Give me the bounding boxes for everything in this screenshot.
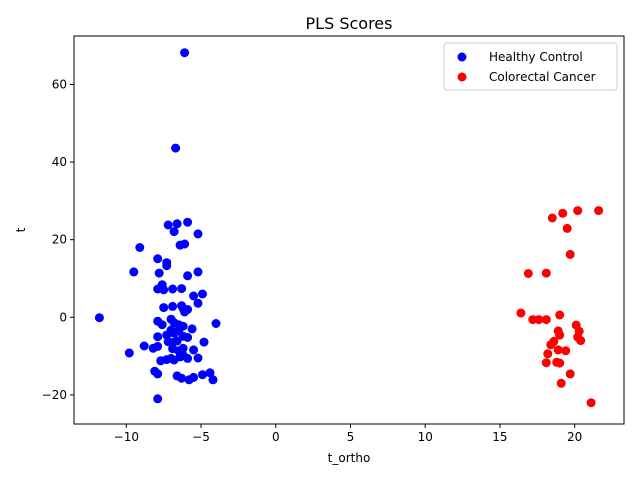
healthy-control-point-66 [193,353,203,363]
y-axis-ticks: −20 0 20 40 60 [42,78,74,402]
healthy-control-point-29 [180,307,190,317]
colorectal-cancer-point-4 [562,223,572,233]
colorectal-cancer-point-16 [576,336,586,346]
x-tick-label: 10 [418,430,433,444]
x-tick-label: 20 [567,430,582,444]
colorectal-cancer-point-3 [547,213,557,223]
legend-label-healthy-control: Healthy Control [489,50,583,64]
y-tick-label: −20 [42,388,67,402]
colorectal-cancer-point-11 [534,315,544,325]
healthy-control-point-46 [183,333,193,342]
colorectal-cancer-point-24 [541,358,551,368]
healthy-control-point-16 [193,267,203,277]
healthy-control-point-30 [193,298,203,308]
x-tick-label: −10 [114,430,139,444]
colorectal-cancer-point-27 [565,369,575,379]
healthy-control-point-55 [178,343,188,353]
healthy-control-point-12 [162,261,172,271]
x-tick-label: 0 [272,430,280,444]
healthy-control-point-75 [208,375,218,385]
healthy-control-point-52 [153,341,163,351]
healthy-control-point-23 [198,289,207,299]
y-axis-label: t [14,227,28,232]
legend-label-colorectal-cancer: Colorectal Cancer [489,70,596,84]
healthy-control-point-14 [154,268,164,278]
healthy-control-point-56 [199,337,209,347]
healthy-control-point-70 [177,373,187,383]
healthy-control-point-57 [124,348,134,358]
healthy-control-point-38 [187,324,197,334]
y-tick-label: 20 [52,233,67,247]
x-axis-label: t_ortho [328,451,371,465]
healthy-control-point-6 [193,229,203,239]
y-tick-label: 40 [52,155,67,169]
healthy-control-point-9 [135,243,145,252]
healthy-control-point-22 [189,291,199,301]
legend-marker-colorectal-cancer [457,72,467,82]
healthy-control-point-72 [189,372,199,382]
healthy-control-point-33 [157,320,167,330]
colorectal-cancer-point-22 [561,346,571,356]
colorectal-cancer-point-2 [558,208,568,218]
healthy-control-point-8 [180,239,190,249]
scatter-points [94,48,604,408]
healthy-control-point-40 [153,332,163,342]
colorectal-cancer-point-5 [565,249,575,259]
healthy-control-point-31 [94,313,104,323]
healthy-control-point-76 [153,394,163,404]
colorectal-cancer-point-20 [546,340,556,350]
colorectal-cancer-point-0 [594,206,604,216]
legend-marker-healthy-control [457,52,467,62]
healthy-control-point-68 [153,369,163,379]
healthy-control-point-2 [163,220,173,230]
legend: Healthy Control Colorectal Cancer [443,42,618,91]
healthy-control-point-64 [183,353,193,363]
healthy-control-point-4 [183,217,193,227]
healthy-control-point-73 [198,370,207,380]
colorectal-cancer-point-23 [543,349,553,359]
colorectal-cancer-point-7 [541,268,551,278]
colorectal-cancer-point-6 [523,269,533,278]
colorectal-cancer-point-26 [555,358,565,368]
colorectal-cancer-point-8 [516,308,526,318]
healthy-control-point-24 [159,303,169,313]
colorectal-cancer-point-9 [555,310,565,320]
healthy-control-point-74 [205,368,215,378]
colorectal-cancer-point-18 [555,330,565,340]
colorectal-cancer-point-28 [556,378,566,388]
healthy-control-point-3 [172,219,182,229]
x-tick-label: −5 [192,430,210,444]
x-axis-ticks: −10 −5 0 5 10 15 20 [114,424,582,444]
healthy-control-point-65 [189,345,199,355]
healthy-control-point-1 [171,143,181,153]
legend-box [443,42,618,91]
colorectal-cancer-point-12 [541,315,551,325]
healthy-control-point-5 [169,227,179,237]
y-tick-label: 60 [52,78,67,92]
y-tick-label: 0 [59,310,67,324]
healthy-control-point-49 [172,336,182,346]
healthy-control-point-10 [153,254,163,264]
healthy-control-point-39 [211,319,221,328]
healthy-control-point-13 [129,267,139,277]
plot-frame [73,35,625,425]
healthy-control-point-21 [177,284,187,294]
healthy-control-point-0 [180,48,190,58]
healthy-control-point-15 [183,271,193,281]
chart-title: PLS Scores [306,14,393,33]
healthy-control-point-19 [159,285,169,295]
x-tick-label: 5 [347,430,355,444]
colorectal-cancer-point-29 [586,398,596,408]
colorectal-cancer-point-21 [553,345,563,355]
x-tick-label: 15 [492,430,507,444]
healthy-control-point-50 [139,341,149,351]
colorectal-cancer-point-1 [573,206,583,216]
healthy-control-point-20 [168,284,178,294]
healthy-control-point-25 [168,301,178,311]
